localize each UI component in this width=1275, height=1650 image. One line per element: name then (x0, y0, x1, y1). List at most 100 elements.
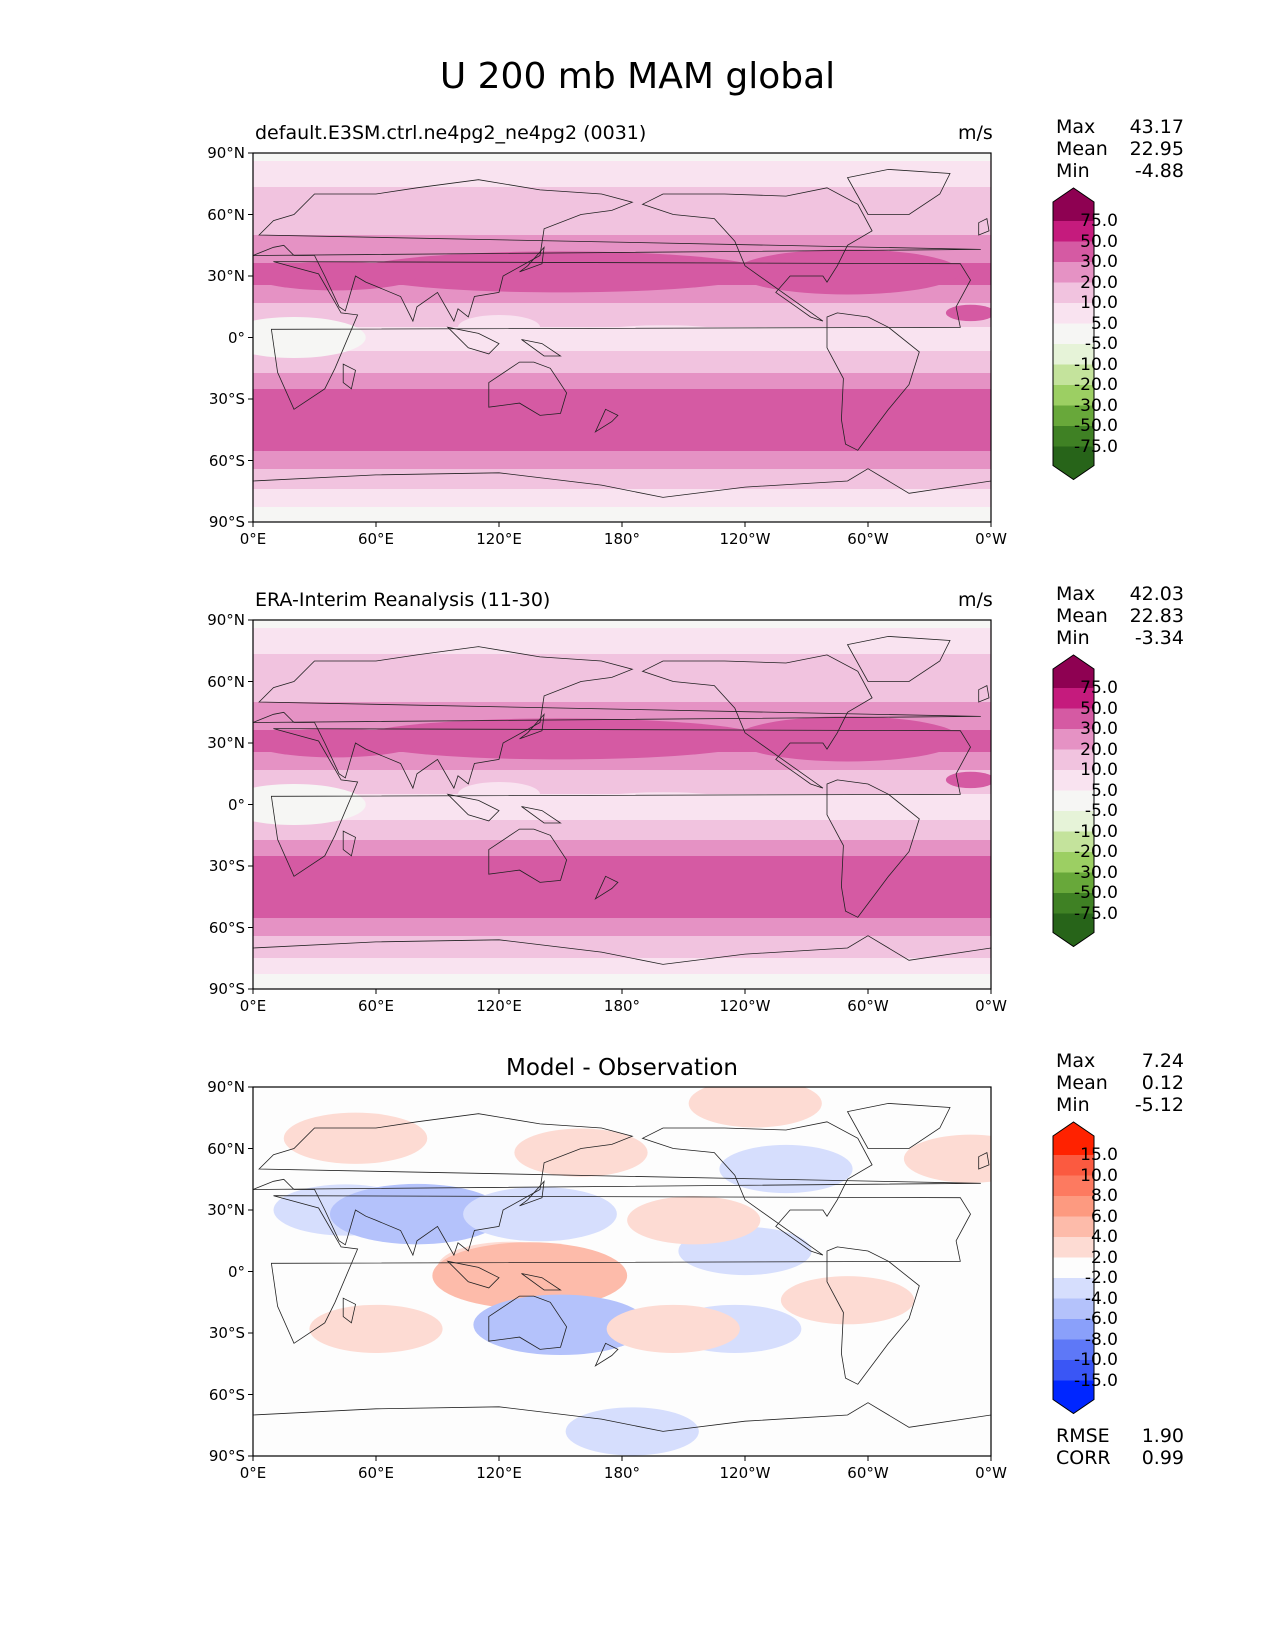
field-band (253, 243, 991, 246)
colorbar-segment (1053, 1339, 1094, 1361)
stat-max-value: 42.03 (1129, 583, 1184, 605)
field-band (253, 638, 991, 641)
field-band (253, 640, 991, 643)
field-band (253, 716, 991, 719)
field-band (253, 886, 991, 889)
x-tick-label: 180° (603, 997, 641, 1015)
stat-min-label: Min (1056, 1094, 1090, 1116)
colorbar-level-label: -6.0 (1084, 1309, 1118, 1329)
field-band (253, 239, 991, 242)
colorbar-level-label: 8.0 (1090, 1186, 1118, 1206)
field-band (253, 924, 991, 927)
y-tick-label: 60°N (207, 205, 245, 224)
field-band (253, 231, 991, 234)
colorbar-extend-min (1053, 1380, 1094, 1414)
anomaly-patch (309, 1304, 443, 1353)
field-band (253, 828, 991, 831)
field-band (253, 383, 991, 386)
field-band (253, 818, 991, 821)
field-band (253, 986, 991, 989)
colorbar-level-label: 30.0 (1080, 719, 1118, 739)
field-feature (724, 353, 827, 371)
field-band (253, 389, 991, 392)
field-band (253, 445, 991, 448)
panel-2-coastlines (253, 635, 991, 989)
field-band (253, 764, 991, 767)
coastline (342, 1297, 356, 1324)
colorbar-segment (1053, 852, 1094, 873)
y-tick-label: 90°N (207, 144, 245, 162)
colorbar-level-label: -5.0 (1084, 801, 1118, 821)
colorbar-segment (1053, 1175, 1094, 1197)
field-band (253, 820, 991, 823)
field-band (253, 517, 991, 520)
colorbar-segment (1053, 262, 1094, 283)
field-band (253, 826, 991, 829)
corr-label: CORR (1056, 1447, 1111, 1469)
field-feature (253, 784, 366, 825)
coastline (594, 408, 619, 433)
colorbar-segment (1053, 426, 1094, 447)
stat-mean-label: Mean (1056, 1072, 1108, 1094)
colorbar-segment (1053, 323, 1094, 345)
coastline (521, 806, 562, 824)
stat-max-value: 7.24 (1141, 1050, 1184, 1072)
field-feature (581, 325, 745, 350)
field-band (253, 628, 991, 631)
field-band (253, 321, 991, 324)
field-band (253, 421, 991, 424)
colorbar-extend-min (1053, 446, 1094, 480)
field-band (253, 181, 991, 184)
field-band (253, 229, 991, 232)
field-band (253, 652, 991, 655)
field-band (253, 403, 991, 406)
field-band (253, 245, 991, 248)
field-band (253, 650, 991, 653)
field-band (253, 213, 991, 216)
panel-3-metrics: RMSE 1.90 CORR 0.99 (1056, 1425, 1184, 1469)
field-band (253, 964, 991, 967)
field-band (253, 433, 991, 436)
field-band (253, 958, 991, 961)
field-band (253, 646, 991, 649)
field-band (253, 978, 991, 981)
field-band (253, 684, 991, 687)
y-tick-label: 90°N (207, 1078, 245, 1096)
field-band (253, 487, 991, 490)
field-band (253, 872, 991, 875)
colorbar-segment (1053, 1298, 1094, 1320)
field-band (253, 187, 991, 190)
field-band (253, 427, 991, 430)
field-band (253, 199, 991, 202)
field-band (253, 385, 991, 388)
field-band (253, 926, 991, 929)
field-band (253, 209, 991, 212)
coastline (446, 1260, 500, 1289)
field-band (253, 844, 991, 847)
field-band (253, 373, 991, 376)
panel-1-colorbar (1052, 187, 1095, 481)
field-band (253, 505, 991, 508)
field-band (253, 710, 991, 713)
field-feature (458, 781, 540, 807)
field-band (253, 792, 991, 795)
colorbar-level-label: -30.0 (1074, 862, 1118, 883)
field-band (253, 439, 991, 442)
field-band (253, 866, 991, 869)
field-band (253, 223, 991, 226)
coastline (253, 179, 981, 323)
stat-max-label: Max (1056, 1050, 1096, 1072)
field-band (253, 323, 991, 326)
field-feature (253, 317, 366, 358)
field-band (253, 305, 991, 308)
colorbar-extend-max (1053, 655, 1094, 688)
colorbar-level-label: -20.0 (1074, 375, 1118, 395)
field-feature (945, 771, 991, 789)
field-band (253, 175, 991, 178)
field-band (253, 898, 991, 901)
field-band (253, 503, 991, 506)
field-band (253, 902, 991, 905)
field-band (253, 900, 991, 903)
field-band (253, 620, 991, 623)
coastline (846, 1102, 951, 1149)
